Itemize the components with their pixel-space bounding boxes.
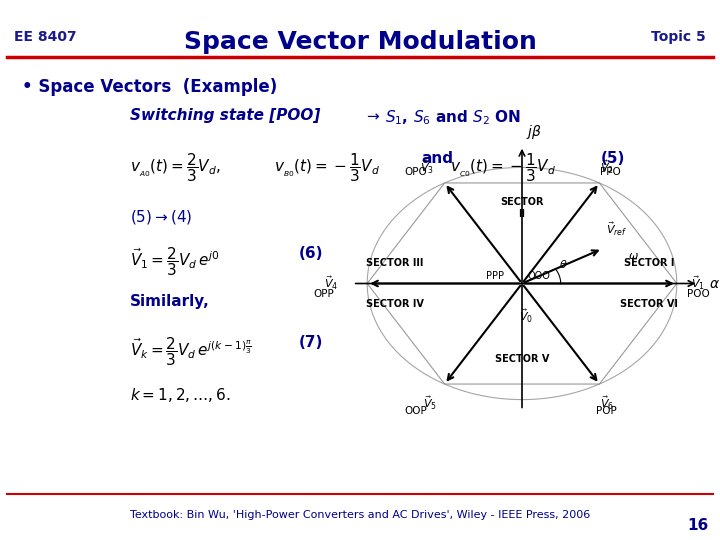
Text: $k = 1, 2, \ldots, 6.$: $k = 1, 2, \ldots, 6.$ bbox=[130, 386, 230, 404]
Text: $\vec{V}_k = \dfrac{2}{3}V_d\, e^{j(k-1)\frac{\pi}{3}}$: $\vec{V}_k = \dfrac{2}{3}V_d\, e^{j(k-1)… bbox=[130, 335, 251, 368]
Text: Textbook: Bin Wu, 'High-Power Converters and AC Drives', Wiley - IEEE Press, 200: Textbook: Bin Wu, 'High-Power Converters… bbox=[130, 510, 590, 521]
Text: OOP: OOP bbox=[405, 406, 427, 416]
Text: $v_{_{A0}}(t) = \dfrac{2}{3}V_d,$: $v_{_{A0}}(t) = \dfrac{2}{3}V_d,$ bbox=[130, 151, 220, 184]
Text: (6): (6) bbox=[299, 246, 323, 261]
Text: OPO: OPO bbox=[405, 167, 427, 177]
Text: $v_{_{C0}}(t) = -\dfrac{1}{3}V_d$: $v_{_{C0}}(t) = -\dfrac{1}{3}V_d$ bbox=[450, 151, 556, 184]
Text: POO: POO bbox=[687, 289, 710, 299]
Text: PPP: PPP bbox=[486, 271, 504, 281]
Text: $\vec{V}_1$: $\vec{V}_1$ bbox=[691, 275, 706, 292]
Text: PPO: PPO bbox=[600, 167, 621, 177]
Text: SECTOR VI: SECTOR VI bbox=[620, 299, 678, 309]
Text: SECTOR III: SECTOR III bbox=[366, 258, 424, 268]
Text: Similarly,: Similarly, bbox=[130, 294, 210, 309]
Text: EE 8407: EE 8407 bbox=[14, 30, 77, 44]
Text: $\alpha$: $\alpha$ bbox=[709, 276, 720, 291]
Text: SECTOR V: SECTOR V bbox=[495, 354, 549, 364]
Text: $(5) \rightarrow (4)$: $(5) \rightarrow (4)$ bbox=[130, 208, 192, 226]
Text: Switching state [POO]: Switching state [POO] bbox=[130, 108, 325, 123]
Text: Topic 5: Topic 5 bbox=[651, 30, 706, 44]
Text: OOO: OOO bbox=[528, 271, 551, 281]
Text: $j\beta$: $j\beta$ bbox=[526, 124, 541, 141]
Text: OPP: OPP bbox=[314, 289, 334, 299]
Text: $S_1$, $S_6$ and $S_2$ ON: $S_1$, $S_6$ and $S_2$ ON bbox=[385, 108, 521, 127]
Text: SECTOR
II: SECTOR II bbox=[500, 197, 544, 219]
Text: $\vec{V}_4$: $\vec{V}_4$ bbox=[324, 275, 338, 292]
Text: POP: POP bbox=[596, 406, 617, 416]
Text: Space Vector Modulation: Space Vector Modulation bbox=[184, 30, 536, 53]
Text: (7): (7) bbox=[299, 335, 323, 350]
Text: $\vec{V}_1 = \dfrac{2}{3}V_d\, e^{j0}$: $\vec{V}_1 = \dfrac{2}{3}V_d\, e^{j0}$ bbox=[130, 246, 219, 279]
Text: $\vec{V}_{ref}$: $\vec{V}_{ref}$ bbox=[606, 220, 627, 238]
Text: $\vec{V}_0$: $\vec{V}_0$ bbox=[518, 308, 533, 325]
Text: $v_{_{B0}}(t) = -\dfrac{1}{3}V_d$: $v_{_{B0}}(t) = -\dfrac{1}{3}V_d$ bbox=[274, 151, 379, 184]
Text: $\theta$: $\theta$ bbox=[559, 258, 567, 270]
Text: $\rightarrow$: $\rightarrow$ bbox=[364, 108, 381, 123]
Text: $\vec{V}_6$: $\vec{V}_6$ bbox=[600, 394, 613, 411]
Text: SECTOR I: SECTOR I bbox=[624, 258, 674, 268]
Text: $\vec{V}_3$: $\vec{V}_3$ bbox=[420, 158, 433, 176]
Text: (5): (5) bbox=[601, 151, 626, 166]
Text: $\vec{V}_2$: $\vec{V}_2$ bbox=[600, 158, 613, 176]
Text: • Space Vectors  (Example): • Space Vectors (Example) bbox=[22, 78, 277, 96]
Text: $\omega$: $\omega$ bbox=[628, 252, 639, 261]
Text: and: and bbox=[421, 151, 453, 166]
Text: $\vec{V}_5$: $\vec{V}_5$ bbox=[423, 394, 437, 411]
Text: 16: 16 bbox=[688, 518, 709, 534]
Text: SECTOR IV: SECTOR IV bbox=[366, 299, 424, 309]
